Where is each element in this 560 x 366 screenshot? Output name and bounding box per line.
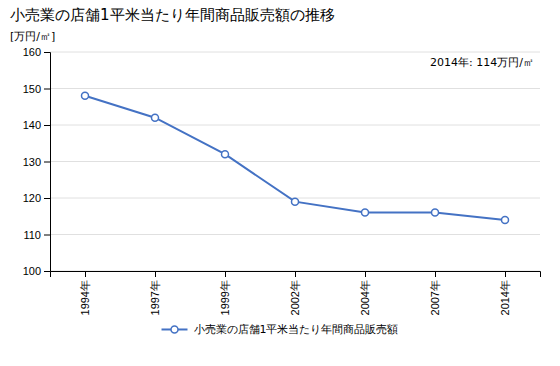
grid-line [50,88,540,89]
y-tick-label: 130 [23,156,41,168]
grid-line [50,161,540,162]
x-tick-mark [155,271,156,277]
point [362,209,369,216]
marks [82,92,509,223]
y-tick-mark [44,52,50,53]
y-tick-label: 100 [23,265,41,277]
title: 小売業の店舗1平米当たり年間商品販売額の推移 [10,6,335,24]
y-tick: 100 [23,265,50,277]
legend-item: 小売業の店舗1平米当たり年間商品販売額 [162,323,399,336]
plot: 100 110 120 130 140 150 160 1994年 1997年 1999年 2002… [23,46,541,315]
x-tick-label: 2002年 [289,280,301,315]
y-tick: 110 [23,229,50,241]
grid-line [50,52,540,53]
grid-line [50,125,540,126]
point [432,209,439,216]
x-tick: 1994年 [79,271,91,315]
y-axis-line [44,53,51,272]
x-tick-label: 2004年 [359,280,371,315]
y-axis-label: [万円/㎡] [10,30,55,43]
y-tick-label: 140 [23,119,41,131]
x-tick: 2004年 [359,271,371,315]
point [292,198,299,205]
point [502,216,509,223]
x-tick-label: 1994年 [79,280,91,315]
x-tick-mark [505,271,506,277]
y-tick: 130 [23,156,50,168]
grid-line [50,234,540,235]
annotation: 2014年: 114万円/㎡ [430,56,534,69]
x-tick-mark [435,271,436,277]
x-axis-line [51,272,541,278]
y-tick-mark [44,271,50,272]
y-axis: 100 110 120 130 140 150 160 [23,46,51,277]
legend-label: 小売業の店舗1平米当たり年間商品販売額 [194,323,399,336]
x-tick-label: 2007年 [429,280,441,315]
x-tick: 1999年 [219,271,231,315]
x-tick-label: 2014年 [499,280,511,315]
x-tick-mark [295,271,296,277]
point [152,114,159,121]
point [222,151,229,158]
y-tick-label: 120 [23,192,41,204]
x-tick: 2007年 [429,271,441,315]
x-tick: 2014年 [499,271,511,315]
y-tick-mark [44,235,50,236]
grid [50,52,540,271]
x-tick-mark [365,271,366,277]
y-tick-label: 150 [23,83,41,95]
y-tick-label: 110 [23,229,41,241]
x-tick-label: 1999年 [219,280,231,315]
chart: 小売業の店舗1平米当たり年間商品販売額の推移 [万円/㎡] 100 110 120 130… [0,0,560,366]
x-tick: 2002年 [289,271,301,315]
y-tick: 120 [23,192,50,204]
y-tick-mark [44,198,50,199]
x-tick-label: 1997年 [149,280,161,315]
y-tick: 150 [23,83,50,95]
point [82,92,89,99]
y-tick: 160 [23,46,50,58]
y-tick: 140 [23,119,50,131]
y-tick-mark [44,162,50,163]
x-tick-mark [85,271,86,277]
series-line [85,96,505,220]
x-tick: 1997年 [149,271,161,315]
legend: 小売業の店舗1平米当たり年間商品販売額 [162,323,399,336]
legend-marker [171,326,178,333]
x-axis: 1994年 1997年 1999年 2002年 2004年 2007年 2014年 [51,271,541,315]
y-tick-mark [44,125,50,126]
y-tick-mark [44,89,50,90]
y-tick-label: 160 [23,46,41,58]
x-tick-mark [225,271,226,277]
